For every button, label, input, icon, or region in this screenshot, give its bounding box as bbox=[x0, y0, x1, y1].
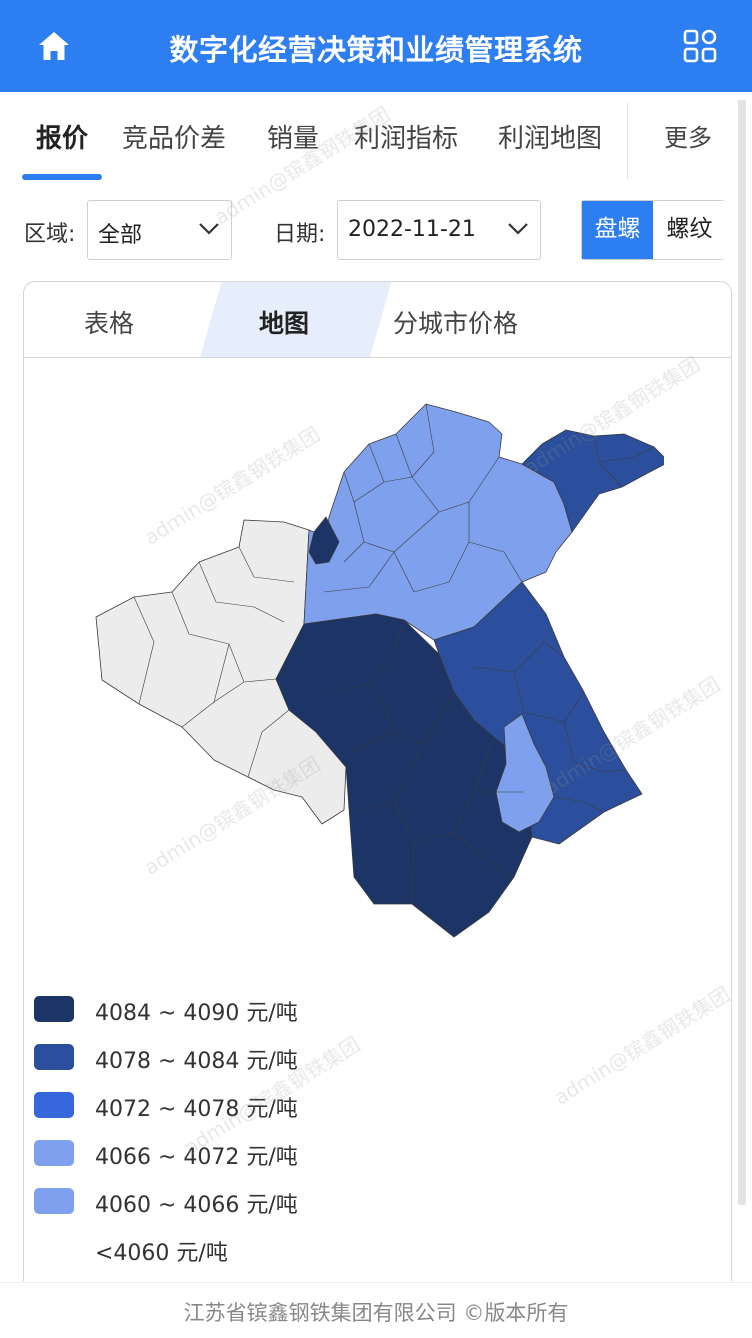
legend-label: <4060 元/吨 bbox=[95, 1241, 228, 1266]
region-select[interactable]: 全部 bbox=[87, 200, 232, 260]
subtab-map[interactable]: 地图 bbox=[259, 309, 310, 338]
chevron-down-icon bbox=[508, 223, 528, 235]
date-select[interactable]: 2022-11-21 bbox=[337, 200, 541, 260]
map-region-blue-northeast bbox=[521, 429, 664, 533]
legend-swatch bbox=[34, 1092, 74, 1118]
legend-label: 4072 ~ 4078 元/吨 bbox=[95, 1097, 298, 1122]
legend-item[interactable]: 4084 ~ 4090 元/吨 bbox=[34, 994, 374, 1026]
legend-item[interactable]: <4060 元/吨 bbox=[34, 1234, 374, 1266]
footer: 江苏省镔鑫钢铁集团有限公司 ©版本所有 bbox=[0, 1282, 752, 1338]
legend-label: 4060 ~ 4066 元/吨 bbox=[95, 1193, 298, 1218]
subtab-city-price[interactable]: 分城市价格 bbox=[393, 309, 519, 338]
content-panel: 表格 地图 分城市价格 bbox=[23, 281, 732, 1281]
map-region-light-blue-east bbox=[495, 713, 555, 833]
legend-item[interactable]: 4078 ~ 4084 元/吨 bbox=[34, 1042, 374, 1074]
app-title: 数字化经营决策和业绩管理系统 bbox=[169, 33, 583, 67]
legend-label: 4084 ~ 4090 元/吨 bbox=[95, 1001, 298, 1026]
filter-row: 区域: 全部 日期: 2022-11-21 盘螺 螺纹 bbox=[0, 200, 740, 260]
date-label: 日期: bbox=[274, 222, 326, 247]
subtab-table[interactable]: 表格 bbox=[84, 309, 135, 338]
scrollbar[interactable] bbox=[738, 100, 746, 1205]
active-tab-indicator bbox=[22, 174, 102, 180]
legend-label: 4066 ~ 4072 元/吨 bbox=[95, 1145, 298, 1170]
legend-item[interactable]: 4072 ~ 4078 元/吨 bbox=[34, 1090, 374, 1122]
price-choropleth-map[interactable] bbox=[94, 392, 664, 952]
tab-profit-map[interactable]: 利润地图 bbox=[498, 124, 603, 154]
region-label: 区域: bbox=[24, 222, 76, 247]
legend-swatch bbox=[34, 1236, 74, 1262]
footer-copyright: 江苏省镔鑫钢铁集团有限公司 ©版本所有 bbox=[183, 1301, 569, 1325]
tab-quote[interactable]: 报价 bbox=[36, 124, 89, 154]
legend-swatch bbox=[34, 1044, 74, 1070]
legend-swatch bbox=[34, 1188, 74, 1214]
app-header: 数字化经营决策和业绩管理系统 bbox=[0, 0, 752, 92]
legend-item[interactable]: 4066 ~ 4072 元/吨 bbox=[34, 1138, 374, 1170]
tab-divider bbox=[627, 102, 628, 180]
legend-swatch bbox=[34, 1140, 74, 1166]
tab-sales-volume[interactable]: 销量 bbox=[267, 124, 320, 154]
view-subtabs: 表格 地图 分城市价格 bbox=[24, 282, 731, 358]
grid-apps-icon[interactable] bbox=[682, 28, 718, 64]
date-select-value: 2022-11-21 bbox=[348, 217, 476, 242]
product-option-coil-rebar[interactable]: 盘螺 bbox=[582, 201, 653, 259]
tab-more[interactable]: 更多 bbox=[664, 124, 712, 152]
legend-item[interactable]: 4060 ~ 4066 元/吨 bbox=[34, 1186, 374, 1218]
main-tab-bar: 报价 竞品价差 销量 利润指标 利润地图 更多 bbox=[0, 92, 740, 184]
tab-profit-indicators[interactable]: 利润指标 bbox=[354, 124, 459, 154]
product-option-rebar[interactable]: 螺纹 bbox=[654, 201, 725, 259]
legend-swatch bbox=[34, 996, 74, 1022]
region-select-value: 全部 bbox=[98, 223, 143, 248]
tab-competitor-price-gap[interactable]: 竞品价差 bbox=[122, 124, 227, 154]
home-icon[interactable] bbox=[36, 28, 72, 64]
product-toggle: 盘螺 螺纹 bbox=[581, 200, 725, 260]
legend-label: 4078 ~ 4084 元/吨 bbox=[95, 1049, 298, 1074]
map-region-navy-strip bbox=[308, 516, 340, 565]
chevron-down-icon bbox=[199, 223, 219, 235]
